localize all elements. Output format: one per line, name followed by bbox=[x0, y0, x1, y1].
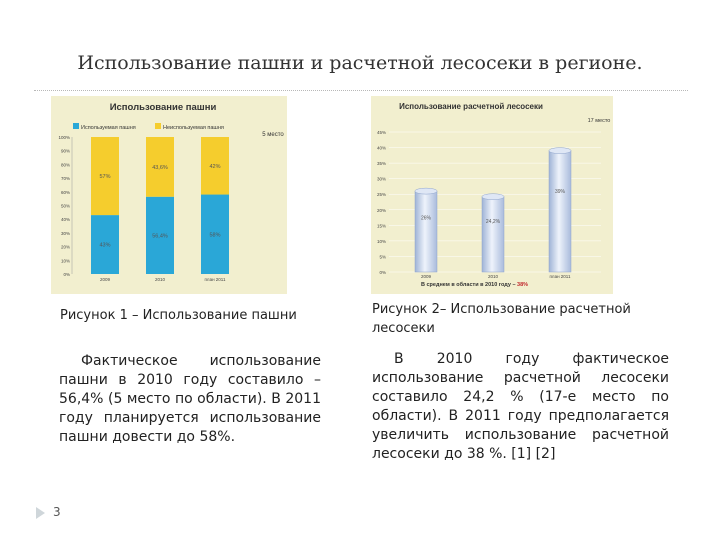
chart1-data-label: 56,4% bbox=[152, 233, 168, 239]
chart1-y-tick: 60% bbox=[61, 190, 70, 195]
chart2-data-label: 39% bbox=[555, 189, 566, 195]
chart1-annotation: 5 место bbox=[262, 132, 284, 138]
chart1-legend-swatch bbox=[155, 123, 161, 129]
chart1-y-tick: 0% bbox=[63, 272, 70, 277]
chart-forest-cutting: Использование расчетной лесосеки 17 место… bbox=[371, 96, 613, 294]
chart1-data-label: 43,6% bbox=[152, 165, 168, 171]
chart1-data-label: 43% bbox=[99, 243, 110, 249]
chart2-x-tick: 2010 bbox=[488, 274, 499, 279]
chart2-y-tick: 0% bbox=[379, 270, 386, 275]
chart1-bar bbox=[146, 137, 174, 197]
chart2-footnote: В среднем в области в 2010 году – 38% bbox=[421, 281, 528, 288]
chart2-y-tick: 35% bbox=[377, 161, 386, 166]
page-marker-icon bbox=[36, 507, 45, 519]
chart1-title: Использование пашни bbox=[110, 102, 217, 113]
chart2-data-label: 24,2% bbox=[486, 219, 501, 225]
chart1-data-label: 58% bbox=[209, 232, 220, 238]
chart2-y-tick: 20% bbox=[377, 208, 386, 213]
chart2-bar bbox=[414, 190, 438, 273]
chart2-y-tick: 30% bbox=[377, 177, 386, 182]
chart1-y-tick: 40% bbox=[61, 217, 70, 222]
chart1-bar bbox=[201, 194, 229, 274]
chart2-footnote-text: В среднем в области в 2010 году – bbox=[421, 281, 517, 288]
chart2-bar bbox=[481, 196, 505, 273]
chart-arable-land: Использование пашни Используемая пашня Неи… bbox=[51, 96, 287, 294]
chart2-x-tick: 2009 bbox=[421, 274, 432, 279]
arable-land-paragraph: Фактическое использование пашни в 2010 г… bbox=[59, 353, 321, 445]
chart2-bar-top bbox=[414, 187, 438, 195]
chart1-data-label: 42% bbox=[209, 164, 220, 170]
chart1-data-label: 57% bbox=[99, 174, 110, 180]
chart2-y-tick: 10% bbox=[377, 239, 386, 244]
chart2-y-tick: 15% bbox=[377, 223, 386, 228]
chart1-legend-label: Неиспользуемая пашня bbox=[163, 125, 224, 131]
chart1-legend-label: Используемая пашня bbox=[81, 125, 136, 131]
chart1-y-tick: 70% bbox=[61, 176, 70, 181]
title-divider bbox=[34, 90, 688, 91]
chart1-bar bbox=[91, 215, 119, 274]
chart1-x-tick: 2009 bbox=[100, 277, 111, 282]
chart2-bar-top bbox=[481, 193, 505, 200]
chart1-bar bbox=[201, 137, 229, 195]
chart1-y-tick: 20% bbox=[61, 245, 70, 250]
figure-1-caption: Рисунок 1 – Использование пашни bbox=[60, 308, 297, 323]
chart2-y-tick: 40% bbox=[377, 146, 386, 151]
chart1-y-tick: 100% bbox=[58, 135, 70, 140]
page-number: 3 bbox=[53, 505, 61, 519]
chart1-y-tick: 90% bbox=[61, 149, 70, 154]
chart1-x-tick: 2010 bbox=[155, 277, 166, 282]
chart1-y-tick: 30% bbox=[61, 231, 70, 236]
chart2-annotation: 17 место bbox=[588, 118, 611, 124]
chart2-y-tick: 5% bbox=[379, 254, 386, 259]
chart2-bar bbox=[548, 150, 572, 273]
chart2-bar-top bbox=[548, 147, 572, 154]
chart1-y-tick: 10% bbox=[61, 258, 70, 263]
forest-cutting-paragraph: В 2010 году фактическое использование ра… bbox=[372, 351, 669, 462]
chart2-x-tick: план 2011 bbox=[550, 274, 571, 279]
chart1-x-tick: план 2011 bbox=[205, 277, 226, 282]
page-title: Использование пашни и расчетной лесосеки… bbox=[77, 52, 643, 74]
chart1-bar bbox=[146, 196, 174, 274]
chart2-y-tick: 25% bbox=[377, 192, 386, 197]
chart2-footnote-value: 38% bbox=[517, 282, 528, 288]
chart1-bar bbox=[91, 137, 119, 216]
figure-2-caption: Рисунок 2– Использование расчетной лесос… bbox=[372, 302, 631, 336]
chart2-data-label: 26% bbox=[421, 215, 432, 221]
chart2-title: Использование расчетной лесосеки bbox=[399, 102, 543, 111]
chart1-y-tick: 50% bbox=[61, 204, 70, 209]
chart1-legend-swatch bbox=[73, 123, 79, 129]
chart2-y-tick: 45% bbox=[377, 130, 386, 135]
chart1-y-tick: 80% bbox=[61, 162, 70, 167]
